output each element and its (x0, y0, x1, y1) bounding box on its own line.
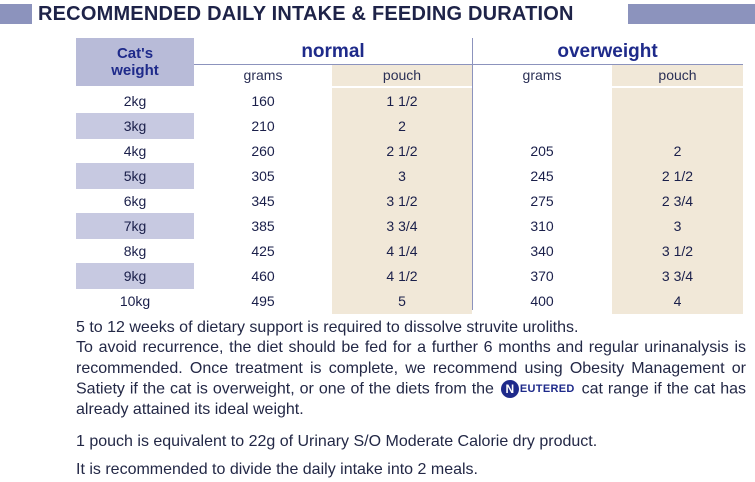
weight-cell: 6kg (123, 193, 147, 209)
table-row: 9kg 460 4 1/2 370 3 3/4 (76, 263, 743, 289)
weight-cell: 3kg (76, 113, 194, 139)
weight-cell: 4kg (123, 143, 147, 159)
overweight-grams-cell: 310 (530, 218, 554, 234)
overweight-pouch-cell: 2 1/2 (612, 163, 743, 189)
recurrence-note-text: To avoid recurrence, the diet should be … (76, 339, 746, 398)
table-row: 6kg 345 3 1/2 275 2 3/4 (76, 188, 743, 214)
normal-grams-cell: 495 (251, 293, 275, 309)
weight-column-header: Cat's weight (76, 38, 194, 86)
normal-pouch-cell: 2 (332, 113, 472, 139)
pouch-equivalence-note: 1 pouch is equivalent to 22g of Urinary … (76, 433, 598, 450)
normal-grams-cell: 160 (251, 93, 275, 109)
overweight-pouch-cell (612, 88, 743, 114)
overweight-grams-cell: 400 (530, 293, 554, 309)
normal-pouch-subheader-bg (332, 64, 472, 86)
normal-grams-cell: 305 (251, 168, 275, 184)
overweight-pouch-cell (612, 113, 743, 139)
normal-grams-cell: 385 (251, 218, 275, 234)
overweight-grams-cell: 370 (530, 268, 554, 284)
group-normal-title: normal (301, 41, 365, 62)
overweight-pouch-cell: 3 1/2 (612, 238, 743, 264)
group-overweight-title: overweight (557, 41, 658, 62)
neutered-logo-n: N (500, 380, 519, 399)
normal-pouch-cell: 5 (332, 288, 472, 314)
overweight-grams-cell (472, 113, 612, 139)
normal-pouch-cell: 3 1/2 (332, 188, 472, 214)
overweight-pouch-cell: 3 3/4 (612, 263, 743, 289)
overweight-pouch-cell: 2 3/4 (612, 188, 743, 214)
overweight-grams-cell: 340 (530, 243, 554, 259)
table-row: 10kg 495 5 400 4 (76, 288, 743, 314)
weight-cell: 2kg (123, 93, 147, 109)
weight-cell: 5kg (76, 163, 194, 189)
normal-pouch-cell: 3 (332, 163, 472, 189)
weight-cell: 7kg (76, 213, 194, 239)
normal-pouch-cell: 4 1/2 (332, 263, 472, 289)
normal-grams-cell: 425 (251, 243, 275, 259)
recurrence-note: To avoid recurrence, the diet should be … (76, 338, 746, 420)
neutered-logo: N EUTERED (500, 379, 575, 400)
normal-pouch-cell: 1 1/2 (332, 88, 472, 114)
normal-grams-cell: 210 (251, 118, 275, 134)
normal-pouch-cell: 4 1/4 (332, 238, 472, 264)
overweight-grams-cell: 275 (530, 193, 554, 209)
overweight-pouch-subheader: pouch (658, 67, 697, 83)
table-row: 2kg 160 1 1/2 (76, 88, 743, 114)
header-band-right (628, 4, 755, 24)
normal-grams-cell: 460 (251, 268, 275, 284)
weight-header-line1: Cat's (116, 45, 154, 62)
weight-cell: 10kg (119, 293, 151, 309)
table-row: 4kg 260 2 1/2 205 2 (76, 138, 743, 164)
header-band-left (0, 4, 32, 24)
overweight-pouch-cell: 2 (612, 138, 743, 164)
table-row: 8kg 425 4 1/4 340 3 1/2 (76, 238, 743, 264)
overweight-pouch-cell: 4 (612, 288, 743, 314)
recurrence-note-end: cat range if the cat has already attaine… (76, 380, 747, 418)
table-row: 3kg 210 2 (76, 113, 743, 139)
weight-cell: 8kg (123, 243, 147, 259)
neutered-logo-text: EUTERED (519, 383, 575, 395)
overweight-pouch-subheader-bg (612, 64, 743, 86)
normal-grams-cell: 345 (251, 193, 275, 209)
weight-cell: 9kg (76, 263, 194, 289)
normal-grams-subheader: grams (243, 67, 283, 83)
normal-grams-cell: 260 (251, 143, 275, 159)
weight-header-line2: weight (111, 62, 159, 79)
normal-pouch-cell: 2 1/2 (332, 138, 472, 164)
overweight-pouch-cell: 3 (612, 213, 743, 239)
table-row: 5kg 305 3 245 2 1/2 (76, 163, 743, 189)
normal-pouch-subheader: pouch (382, 67, 422, 83)
page-title: RECOMMENDED DAILY INTAKE & FEEDING DURAT… (38, 3, 574, 25)
table-row: 7kg 385 3 3/4 310 3 (76, 213, 743, 239)
meals-note: It is recommended to divide the daily in… (76, 461, 478, 478)
normal-pouch-cell: 3 3/4 (332, 213, 472, 239)
group-underline (194, 64, 743, 65)
duration-note: 5 to 12 weeks of dietary support is requ… (76, 319, 579, 336)
overweight-grams-cell (472, 88, 612, 114)
overweight-grams-cell: 245 (530, 168, 554, 184)
overweight-grams-subheader: grams (522, 67, 562, 83)
overweight-grams-cell: 205 (530, 143, 554, 159)
group-separator (472, 38, 473, 310)
